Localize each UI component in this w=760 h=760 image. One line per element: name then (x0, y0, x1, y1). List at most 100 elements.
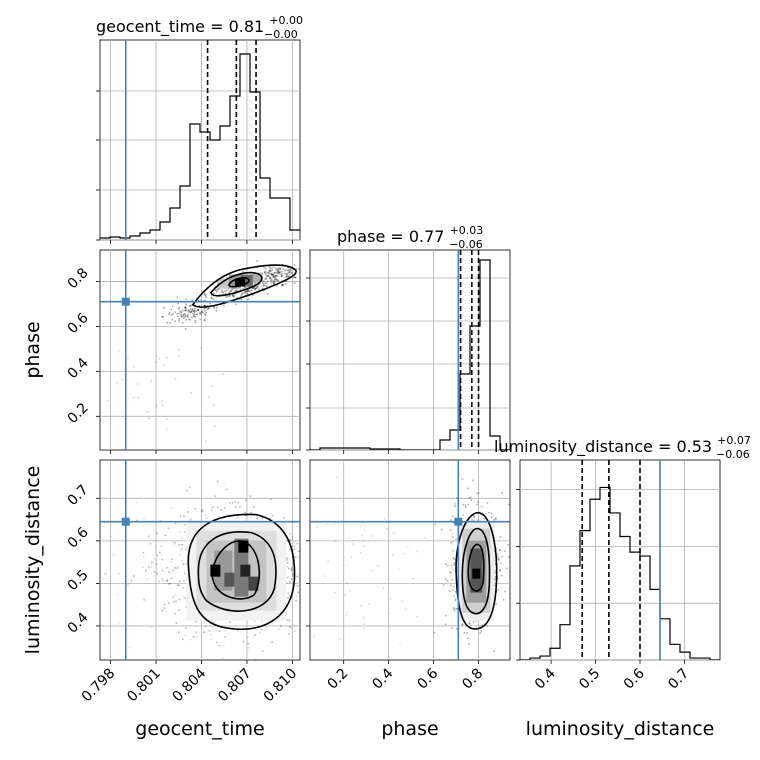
sample-point (279, 267, 282, 270)
sample-point (262, 284, 265, 287)
sample-point (499, 569, 502, 571)
sample-point (361, 534, 364, 537)
sample-point (263, 271, 266, 274)
sample-point (450, 564, 453, 567)
sample-point (453, 586, 455, 588)
sample-point (76, 514, 78, 516)
sample-point (116, 593, 119, 596)
sample-point (178, 631, 180, 634)
sample-point (149, 542, 152, 545)
sample-point (273, 282, 275, 285)
sample-point (209, 634, 212, 636)
sample-point (148, 417, 151, 420)
sample-point (161, 316, 164, 318)
sample-point (211, 385, 214, 387)
sample-point (287, 592, 290, 595)
title-lumdist-sup: +0.07 (717, 434, 751, 447)
title-lumdist-text: luminosity_distance = 0.53 (494, 437, 712, 457)
sample-point (185, 298, 188, 301)
sample-point (289, 269, 291, 271)
sample-point (155, 405, 158, 408)
sample-point (256, 260, 258, 263)
sample-point (352, 539, 355, 542)
sample-point (336, 552, 338, 554)
sample-point (393, 532, 395, 534)
sample-point (245, 499, 247, 502)
sample-point (178, 312, 181, 315)
sample-point (452, 549, 454, 552)
sample-point (211, 621, 214, 624)
sample-point (204, 625, 207, 628)
sample-point (295, 268, 298, 270)
sample-point (339, 638, 342, 640)
sample-point (225, 289, 228, 291)
sample-point (271, 266, 274, 269)
sample-point (293, 282, 296, 285)
sample-point (269, 267, 272, 270)
sample-point (229, 294, 231, 297)
sample-point (217, 288, 219, 291)
sample-point (325, 624, 327, 626)
sample-point (161, 609, 164, 612)
sample-point (270, 272, 272, 275)
sample-point (371, 569, 374, 572)
sample-point (172, 601, 175, 603)
contour-lines (187, 513, 296, 631)
sample-point (107, 400, 110, 402)
sample-point (240, 293, 243, 296)
sample-point (247, 288, 250, 290)
sample-point (254, 287, 257, 290)
sample-point (181, 543, 184, 546)
sample-point (164, 534, 166, 537)
sample-point (222, 373, 225, 375)
density-block (472, 568, 481, 579)
sample-point (445, 563, 447, 566)
sample-point (377, 565, 380, 567)
sample-point (453, 558, 456, 560)
sample-point (213, 456, 215, 458)
sample-point (301, 567, 303, 569)
xlabel-phase: phase (381, 718, 438, 740)
sample-point (451, 578, 454, 581)
sample-point (303, 611, 305, 613)
sample-point (287, 271, 290, 274)
xtick-label-phase: 0.8 (459, 666, 486, 693)
sample-point (184, 306, 187, 309)
sample-point (279, 268, 281, 271)
sample-point (184, 306, 187, 308)
sample-point (246, 293, 249, 295)
sample-point (463, 632, 466, 634)
sample-point (215, 289, 218, 291)
sample-point (155, 361, 157, 364)
sample-point (481, 512, 484, 515)
sample-point (477, 519, 479, 521)
sample-point (483, 518, 486, 520)
sample-point (128, 646, 131, 649)
sample-point (301, 625, 303, 627)
sample-point (292, 574, 295, 577)
sample-point (199, 318, 202, 321)
sample-point (273, 276, 275, 279)
sample-point (384, 517, 386, 520)
sample-point (256, 517, 259, 520)
sample-point (461, 623, 464, 626)
sample-point (154, 558, 156, 561)
sample-point (281, 284, 283, 287)
sample-point (247, 647, 250, 649)
sample-point (158, 357, 160, 360)
sample-point (480, 630, 483, 632)
title-phase-sub: −0.06 (449, 238, 483, 251)
sample-point (204, 310, 206, 312)
sample-point (194, 507, 197, 510)
density-block (216, 278, 229, 289)
sample-point (287, 275, 290, 278)
contour-lines (191, 264, 297, 308)
sample-point (271, 641, 273, 643)
ytick-label-phase: 0.2 (65, 400, 92, 427)
sample-point (222, 291, 224, 294)
title-phase-text: phase = 0.77 (337, 227, 444, 246)
sample-point (493, 518, 495, 521)
sample-point (392, 554, 394, 557)
sample-point (187, 511, 189, 513)
sample-point (200, 299, 203, 302)
